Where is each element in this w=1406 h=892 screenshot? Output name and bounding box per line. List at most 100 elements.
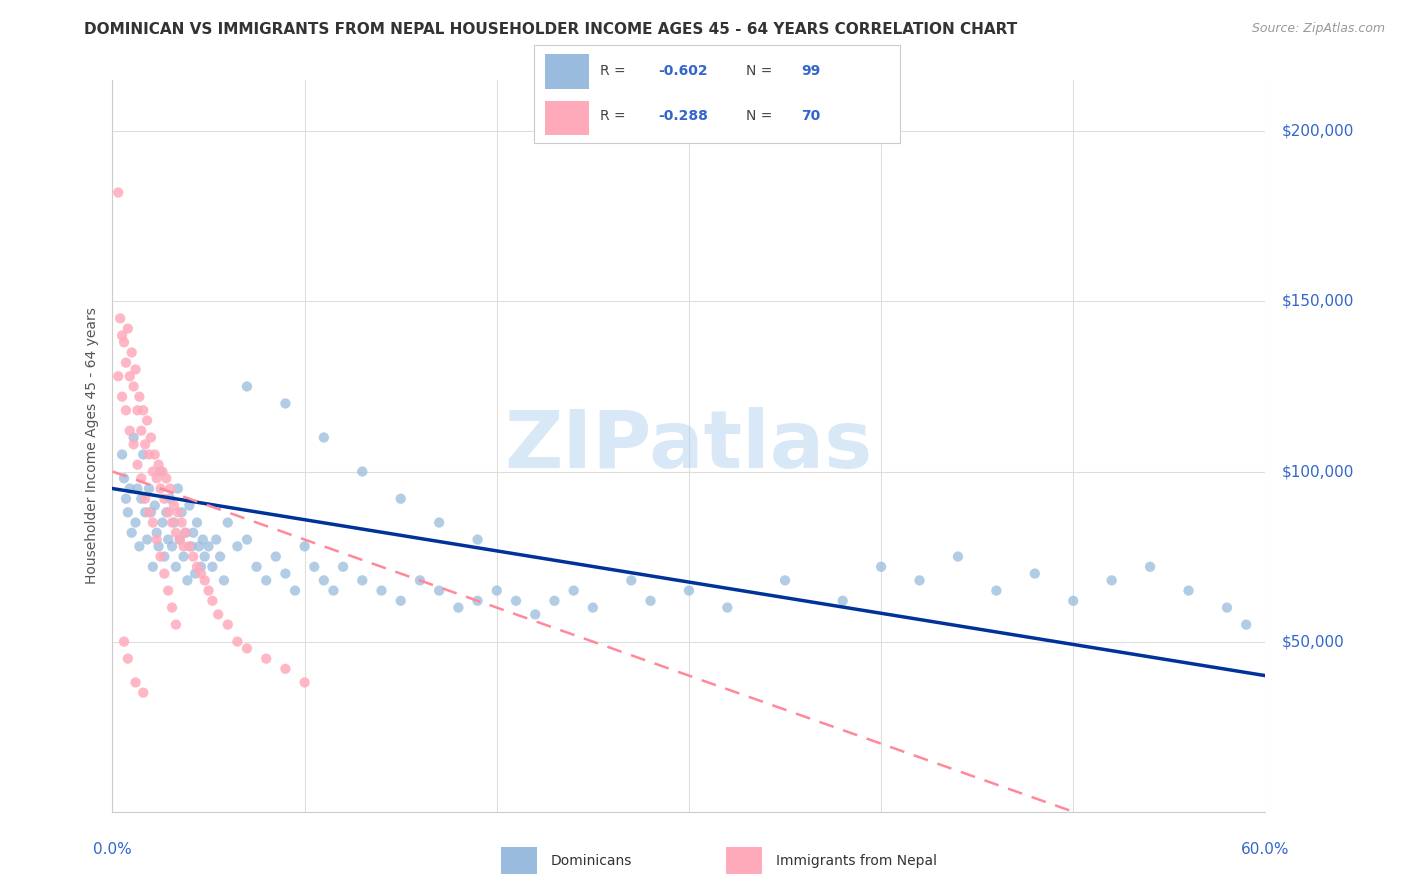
Point [389,491,412,506]
Point [170,516,193,530]
Point [322,583,344,598]
Point [111,328,134,343]
Bar [546,101,589,135]
Point [111,390,134,404]
Point [127,403,149,417]
Point [197,583,219,598]
Text: -0.602: -0.602 [658,64,709,78]
Point [505,594,527,608]
Point [112,634,135,648]
Point [115,356,138,370]
Point [153,566,176,581]
Point [302,559,325,574]
Text: 99: 99 [801,64,820,78]
Point [112,335,135,350]
Point [352,574,374,588]
Point [122,437,145,451]
Point [543,594,565,608]
Point [163,499,186,513]
Point [163,516,186,530]
Point [716,600,738,615]
Point [149,482,172,496]
Point [1062,594,1084,608]
Text: 60.0%: 60.0% [1241,842,1289,857]
Point [678,583,700,598]
Point [134,437,156,451]
Text: $200,000: $200,000 [1282,124,1354,139]
Point [186,559,208,574]
Point [142,465,165,479]
Point [190,559,212,574]
Point [194,549,217,564]
Point [1139,559,1161,574]
Point [107,369,129,384]
Point [217,516,239,530]
Point [121,345,143,359]
Bar [546,54,589,89]
Point [1101,574,1123,588]
Point [217,617,239,632]
Text: $150,000: $150,000 [1282,293,1354,309]
Text: Dominicans: Dominicans [551,854,631,868]
Point [332,559,354,574]
Point [143,448,166,462]
Text: Source: ZipAtlas.com: Source: ZipAtlas.com [1251,22,1385,36]
Point [157,505,180,519]
Point [165,617,187,632]
Text: $100,000: $100,000 [1282,464,1354,479]
Point [165,559,187,574]
Bar [725,847,762,874]
Point [145,533,167,547]
Point [467,594,489,608]
Point [179,540,201,554]
Point [170,505,193,519]
Point [138,482,160,496]
Point [226,540,249,554]
Point [236,641,259,656]
Point [122,430,145,444]
Point [159,482,181,496]
Point [212,574,235,588]
Point [115,403,138,417]
Point [117,651,139,665]
Point [134,505,156,519]
Point [205,533,228,547]
Point [409,574,432,588]
Point [152,516,174,530]
Point [181,549,204,564]
Point [174,525,197,540]
Point [129,491,153,506]
Point [169,533,191,547]
Point [180,540,202,554]
Point [112,471,135,485]
Point [139,505,162,519]
Point [181,525,204,540]
Point [139,430,162,444]
Text: 70: 70 [801,109,820,123]
Point [136,413,159,427]
Point [143,499,166,513]
Point [226,634,249,648]
Point [312,430,335,444]
Point [946,549,969,564]
Point [284,583,307,598]
Point [620,574,643,588]
Text: 0.0%: 0.0% [93,842,132,857]
Text: R =: R = [600,109,630,123]
Point [117,321,139,335]
Point [107,186,129,200]
Point [136,533,159,547]
Point [174,525,197,540]
Point [236,379,259,393]
Point [582,600,605,615]
Point [108,311,131,326]
Point [129,424,153,438]
Point [153,549,176,564]
Point [138,448,160,462]
Point [145,525,167,540]
Point [145,471,167,485]
Point [179,499,201,513]
Point [773,574,796,588]
Point [111,448,134,462]
Point [129,471,153,485]
